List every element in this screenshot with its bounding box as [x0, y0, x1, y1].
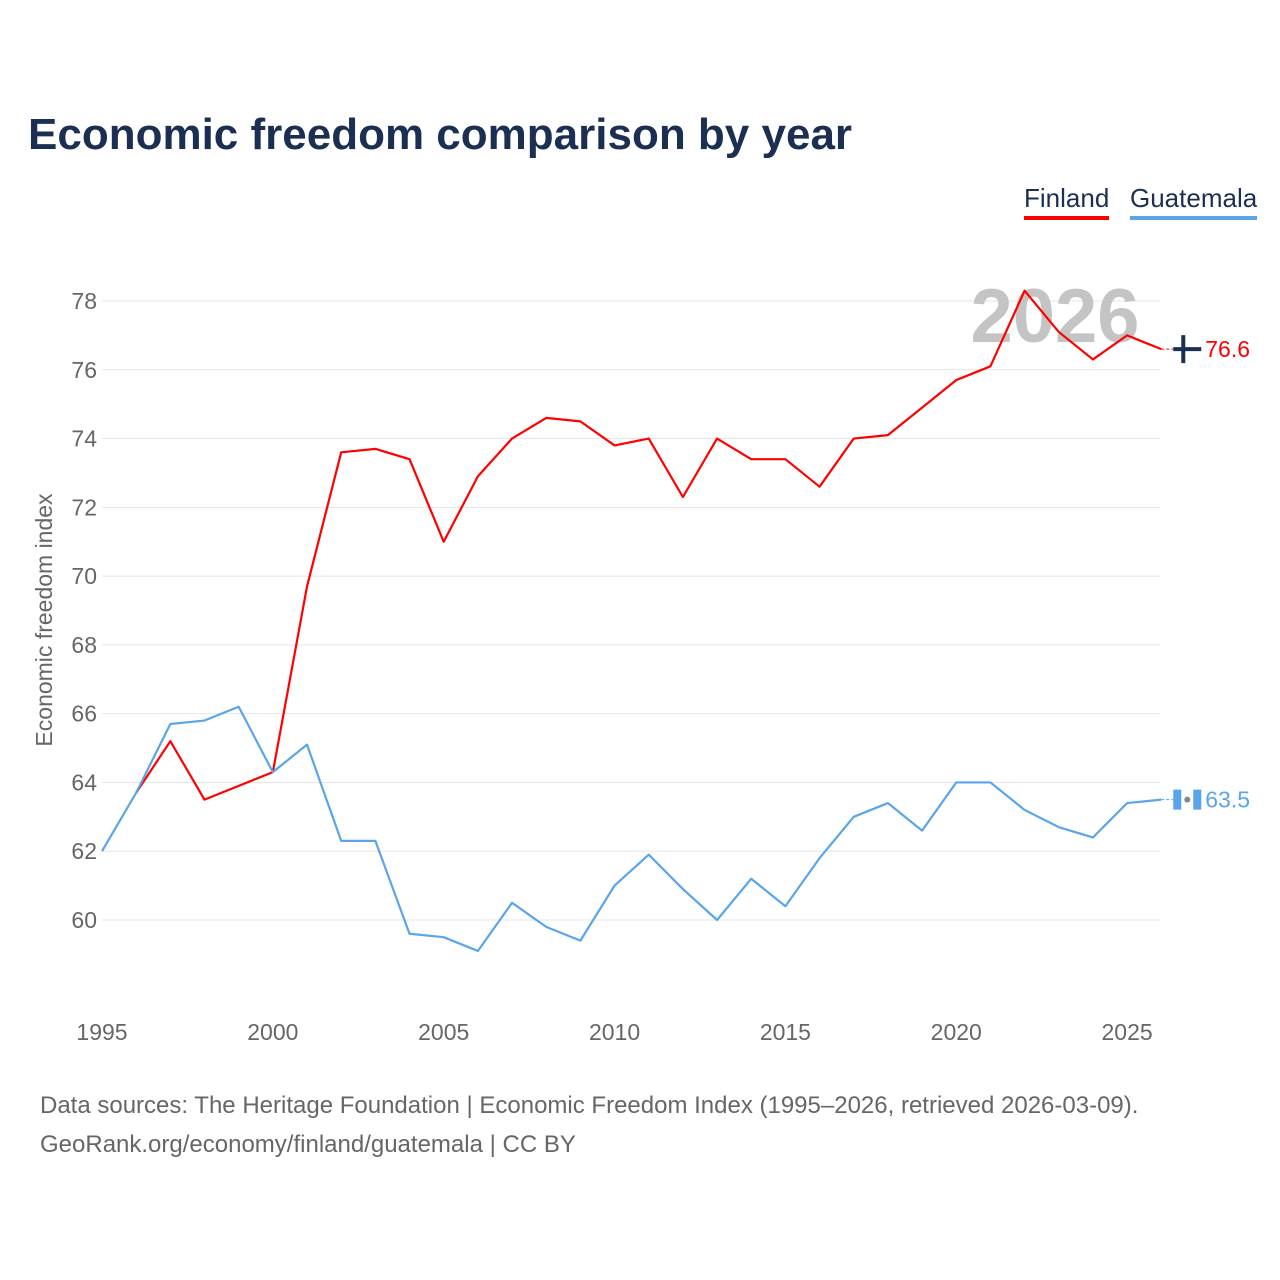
series-line-finland	[135, 289, 1162, 801]
y-tick-label: 72	[71, 494, 97, 520]
end-value-label: 76.6	[1205, 336, 1250, 362]
x-tick-label: 2015	[760, 1019, 811, 1045]
x-tick-label: 2020	[931, 1019, 982, 1045]
flag-stripe	[1173, 789, 1182, 810]
x-tick-label: 2010	[589, 1019, 640, 1045]
chart-title: Economic freedom comparison by year	[28, 110, 853, 159]
x-tick-label: 2000	[247, 1019, 298, 1045]
x-tick-label: 2025	[1102, 1019, 1153, 1045]
y-tick-label: 62	[71, 838, 97, 864]
y-tick-label: 78	[71, 288, 97, 314]
end-value-label: 63.5	[1205, 787, 1250, 813]
flag-stripe	[1193, 789, 1202, 810]
y-tick-label: 64	[71, 769, 97, 795]
x-tick-label: 1995	[76, 1019, 127, 1045]
footer: Data sources: The Heritage Foundation | …	[40, 1086, 1138, 1164]
x-tick-label: 2005	[418, 1019, 469, 1045]
year-watermark: 2026	[970, 274, 1139, 359]
y-tick-label: 76	[71, 357, 97, 383]
source-link[interactable]: GeoRank.org/economy/finland/guatemala | …	[40, 1131, 576, 1158]
y-tick-label: 60	[71, 907, 97, 933]
y-tick-label: 70	[71, 563, 97, 589]
series-line-guatemala	[101, 705, 1162, 953]
y-axis-label: Economic freedom index	[31, 493, 57, 747]
flag-emblem	[1184, 796, 1191, 803]
legend-finland[interactable]: Finland	[1024, 183, 1110, 220]
y-tick-label: 66	[71, 701, 97, 727]
y-tick-label: 68	[71, 632, 97, 658]
y-tick-label: 74	[71, 426, 97, 452]
source-text: Data sources: The Heritage Foundation | …	[40, 1092, 1139, 1119]
legend-guatemala[interactable]: Guatemala	[1130, 183, 1258, 220]
